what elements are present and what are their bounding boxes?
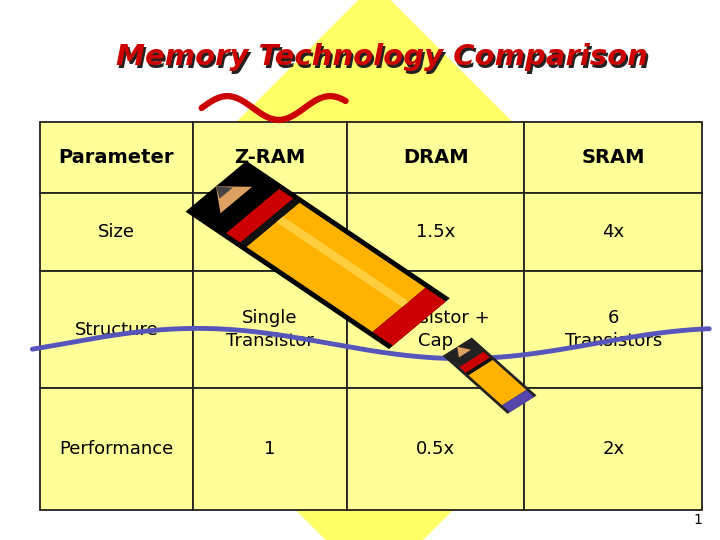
Text: Parameter: Parameter bbox=[59, 148, 174, 167]
FancyBboxPatch shape bbox=[524, 122, 702, 193]
Polygon shape bbox=[466, 357, 492, 375]
Text: 1.5x: 1.5x bbox=[416, 224, 455, 241]
Polygon shape bbox=[226, 189, 293, 242]
Polygon shape bbox=[276, 217, 409, 307]
FancyBboxPatch shape bbox=[347, 122, 524, 193]
Text: Single
Transistor: Single Transistor bbox=[226, 309, 314, 349]
Text: 1: 1 bbox=[264, 440, 276, 458]
Text: 4x: 4x bbox=[602, 224, 624, 241]
Polygon shape bbox=[469, 360, 526, 406]
FancyBboxPatch shape bbox=[40, 388, 193, 510]
Polygon shape bbox=[186, 161, 450, 349]
Text: Size: Size bbox=[98, 224, 135, 241]
Text: Performance: Performance bbox=[59, 440, 174, 458]
Text: DRAM: DRAM bbox=[403, 148, 469, 167]
Text: SRAM: SRAM bbox=[582, 148, 645, 167]
FancyBboxPatch shape bbox=[193, 122, 347, 193]
Polygon shape bbox=[240, 199, 300, 247]
Text: Memory Technology Comparison: Memory Technology Comparison bbox=[116, 43, 647, 71]
Polygon shape bbox=[216, 186, 252, 213]
Text: 0.5x: 0.5x bbox=[416, 440, 455, 458]
Text: 1: 1 bbox=[264, 224, 276, 241]
Text: Z-RAM: Z-RAM bbox=[235, 148, 306, 167]
Text: Structure: Structure bbox=[75, 321, 158, 339]
FancyBboxPatch shape bbox=[524, 271, 702, 388]
Text: 6
Transistors: 6 Transistors bbox=[564, 309, 662, 349]
FancyBboxPatch shape bbox=[40, 122, 193, 193]
FancyBboxPatch shape bbox=[347, 388, 524, 510]
Text: 2x: 2x bbox=[602, 440, 624, 458]
FancyBboxPatch shape bbox=[193, 193, 347, 271]
FancyBboxPatch shape bbox=[40, 193, 193, 271]
Polygon shape bbox=[457, 347, 471, 357]
Polygon shape bbox=[459, 352, 490, 373]
Polygon shape bbox=[502, 390, 534, 412]
Polygon shape bbox=[246, 202, 426, 332]
Polygon shape bbox=[443, 338, 536, 414]
Polygon shape bbox=[72, 0, 677, 540]
Text: 1: 1 bbox=[693, 512, 702, 526]
FancyBboxPatch shape bbox=[40, 271, 193, 388]
Text: Memory Technology Comparison: Memory Technology Comparison bbox=[119, 46, 650, 75]
FancyBboxPatch shape bbox=[347, 193, 524, 271]
Text: Transistor +
Cap: Transistor + Cap bbox=[382, 309, 490, 349]
FancyBboxPatch shape bbox=[193, 271, 347, 388]
FancyBboxPatch shape bbox=[524, 193, 702, 271]
FancyBboxPatch shape bbox=[193, 388, 347, 510]
Polygon shape bbox=[216, 186, 233, 199]
FancyBboxPatch shape bbox=[524, 388, 702, 510]
FancyBboxPatch shape bbox=[347, 271, 524, 388]
Polygon shape bbox=[372, 288, 446, 346]
